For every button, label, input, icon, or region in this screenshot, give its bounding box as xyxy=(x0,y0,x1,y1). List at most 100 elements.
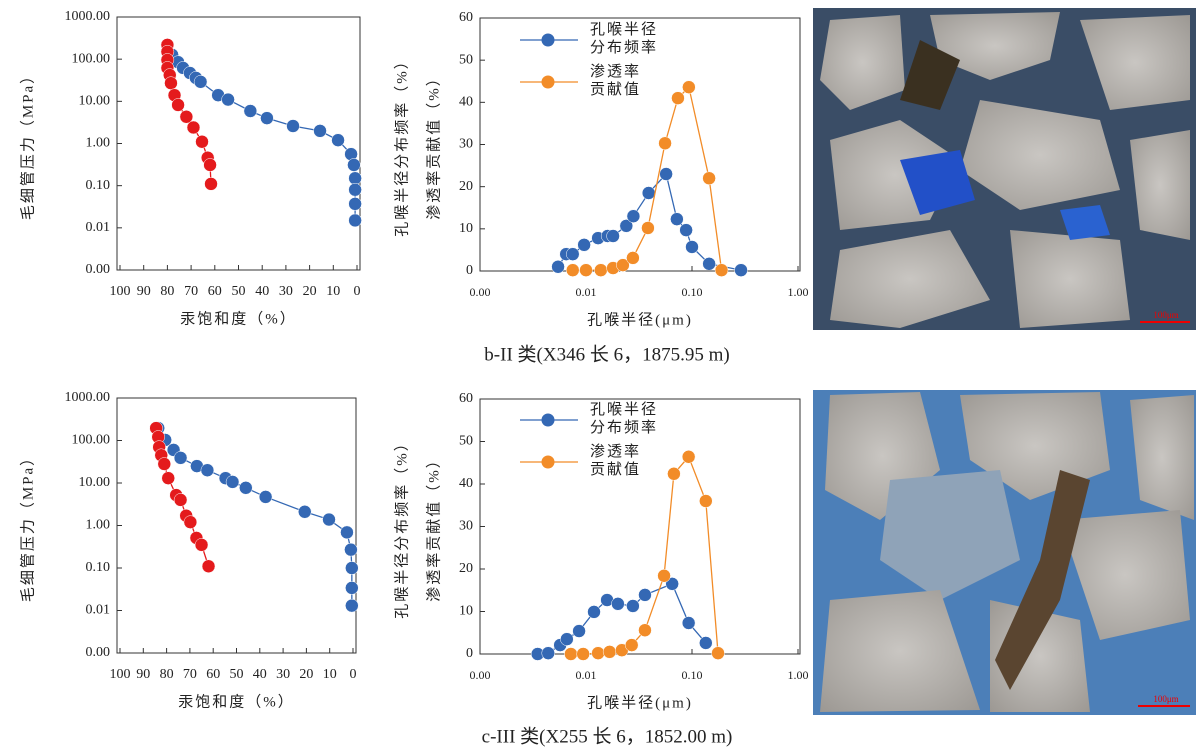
data-point xyxy=(157,457,172,471)
x-tick-label: 1.00 xyxy=(788,285,809,299)
data-point xyxy=(347,158,361,172)
y-tick-label: 0.10 xyxy=(86,560,111,575)
legend-marker xyxy=(541,75,555,89)
data-point xyxy=(171,98,185,112)
y-tick-label: 10 xyxy=(459,221,473,236)
data-point xyxy=(624,638,639,652)
plot-frame xyxy=(479,398,801,655)
data-point xyxy=(348,213,362,228)
data-point xyxy=(576,647,590,661)
y-axis-label: 毛细管压力（MPa） xyxy=(19,67,36,220)
data-point xyxy=(577,238,591,252)
legend-label: 渗透率贡献值 xyxy=(590,63,641,98)
y-tick-label: 100.00 xyxy=(72,433,111,448)
data-point xyxy=(587,605,601,619)
x-tick-label: 40 xyxy=(255,284,269,299)
data-point xyxy=(734,263,748,277)
photomicrograph xyxy=(813,8,1196,330)
x-axis-label: 孔喉半径(μm) xyxy=(587,694,693,711)
x-tick-label: 60 xyxy=(208,284,222,299)
data-point xyxy=(641,186,656,200)
data-point xyxy=(626,209,641,223)
data-point xyxy=(594,263,608,277)
data-point xyxy=(345,598,359,613)
plot-frame xyxy=(116,16,361,271)
data-point xyxy=(699,636,713,650)
y-tick-label: 0.10 xyxy=(86,178,111,193)
data-point xyxy=(566,247,580,261)
data-point xyxy=(626,599,640,613)
data-point xyxy=(579,263,593,277)
data-point xyxy=(345,581,359,595)
data-point xyxy=(711,646,725,660)
x-tick-label: 40 xyxy=(253,667,267,682)
y-tick-label: 30 xyxy=(459,519,473,534)
scale-bar-label: 100μm xyxy=(1153,694,1178,704)
x-tick-label: 50 xyxy=(230,667,244,682)
legend-marker xyxy=(541,413,555,427)
x-axis-label: 汞饱和度（%） xyxy=(180,310,297,327)
y-tick-label: 60 xyxy=(459,10,473,25)
data-point xyxy=(566,263,580,277)
x-tick-label: 90 xyxy=(137,284,151,299)
data-point xyxy=(572,624,586,638)
data-point xyxy=(195,135,209,149)
data-point xyxy=(638,623,652,637)
data-point xyxy=(681,616,696,630)
x-tick-label: 0.01 xyxy=(576,668,597,682)
data-point xyxy=(203,158,217,172)
data-point xyxy=(204,177,218,191)
y-tick-label: 0 xyxy=(466,263,473,278)
data-point xyxy=(173,493,188,507)
y-tick-label: 40 xyxy=(459,95,473,110)
data-point xyxy=(641,221,655,235)
data-point xyxy=(345,561,359,575)
data-point xyxy=(564,647,578,661)
legend-marker xyxy=(541,455,555,469)
data-point xyxy=(665,577,679,591)
data-point xyxy=(173,451,188,465)
caption: b-II 类(X346 长 6，1875.95 m) xyxy=(484,343,729,365)
y-tick-label: 10 xyxy=(459,604,473,619)
data-point xyxy=(699,494,713,508)
y-tick-label: 0 xyxy=(466,646,473,661)
data-point xyxy=(682,80,696,94)
caption: c-III 类(X255 长 6，1852.00 m) xyxy=(482,725,733,747)
data-point xyxy=(619,219,634,233)
data-point xyxy=(657,569,671,583)
y-tick-label: 10.00 xyxy=(79,94,111,109)
x-tick-label: 100 xyxy=(110,667,131,682)
x-tick-label: 0.00 xyxy=(470,668,491,682)
y-tick-label: 50 xyxy=(459,434,473,449)
data-point xyxy=(348,197,362,211)
x-tick-label: 20 xyxy=(303,284,317,299)
x-tick-label: 30 xyxy=(279,284,293,299)
data-point xyxy=(679,223,693,237)
y-tick-label: 1.00 xyxy=(86,136,111,151)
y-tick-label: 1000.00 xyxy=(65,390,111,405)
data-point xyxy=(298,505,312,519)
legend-label: 孔喉半径分布频率 xyxy=(590,401,658,436)
data-point xyxy=(225,475,240,489)
data-point xyxy=(685,240,699,254)
x-tick-label: 10 xyxy=(323,667,337,682)
data-point xyxy=(221,92,235,107)
x-tick-label: 90 xyxy=(136,667,150,682)
data-point xyxy=(670,212,684,226)
data-point xyxy=(602,645,617,659)
x-axis-label: 汞饱和度（%） xyxy=(178,693,295,710)
x-tick-label: 70 xyxy=(183,667,197,682)
x-tick-label: 80 xyxy=(160,667,174,682)
data-point xyxy=(671,91,685,105)
data-point xyxy=(344,542,358,557)
data-point xyxy=(200,463,215,477)
y-tick-label: 50 xyxy=(459,52,473,67)
x-tick-label: 60 xyxy=(206,667,220,682)
data-point xyxy=(161,471,175,485)
data-point xyxy=(560,632,574,646)
data-point xyxy=(626,251,640,265)
data-point xyxy=(658,136,672,150)
data-point xyxy=(258,490,273,504)
x-axis-label: 孔喉半径(μm) xyxy=(587,311,693,328)
